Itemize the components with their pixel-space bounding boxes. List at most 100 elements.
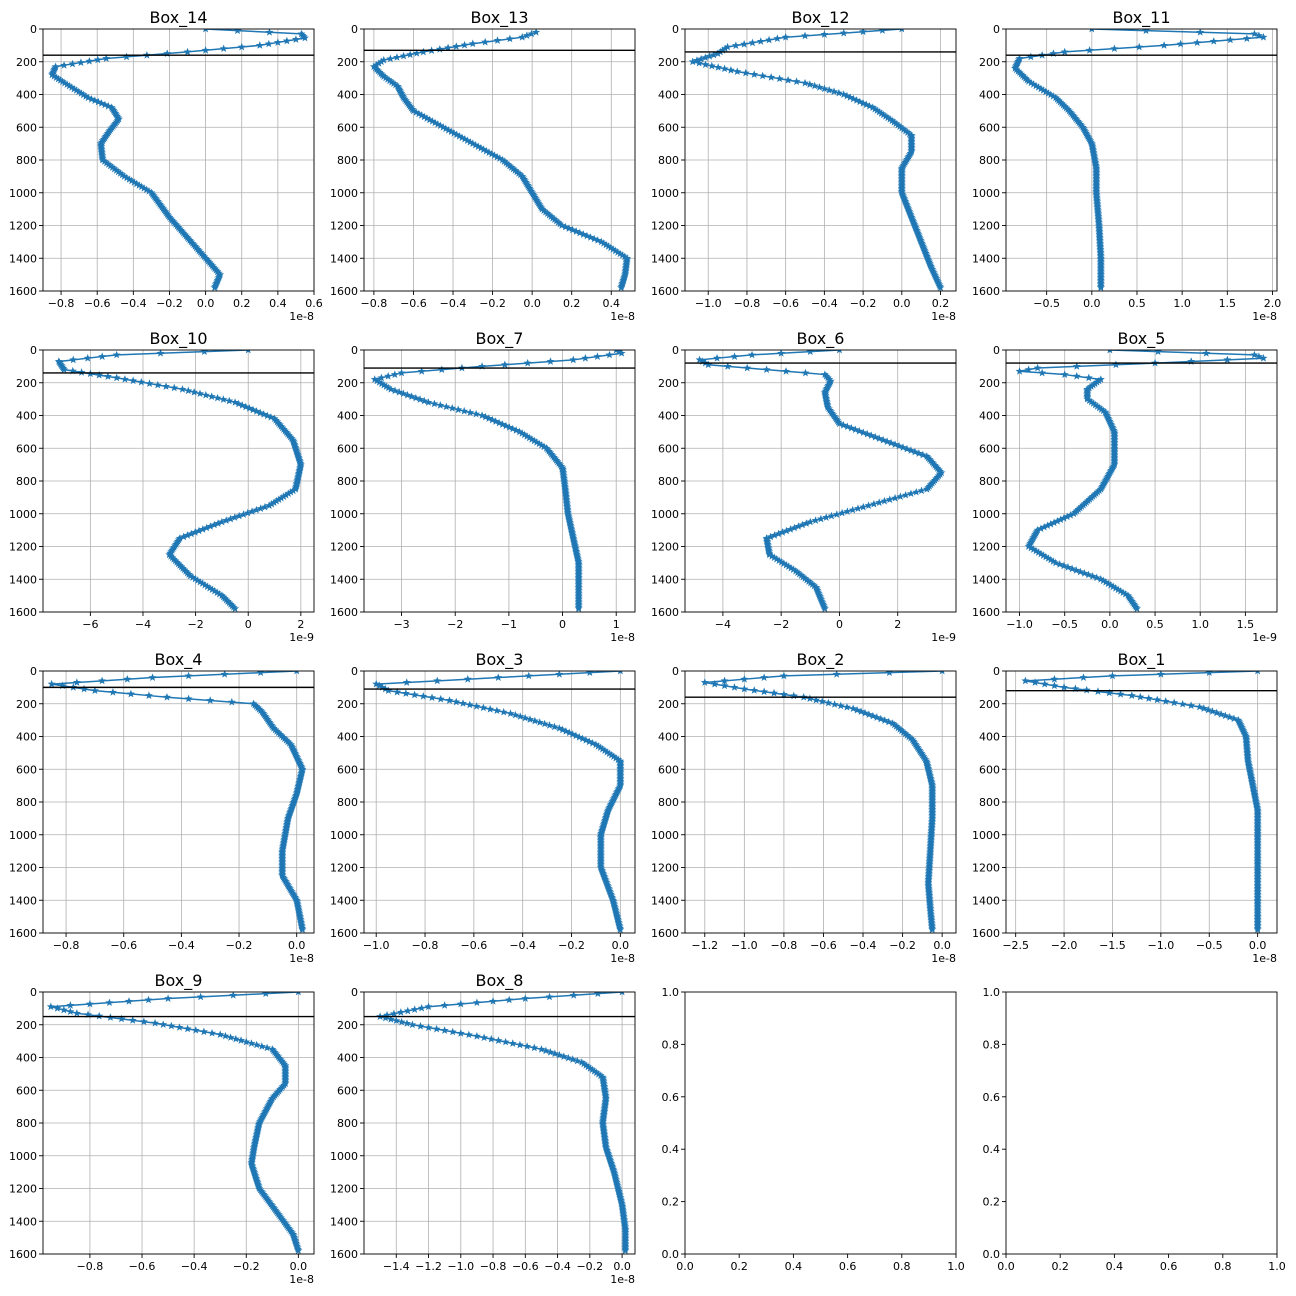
data-point-star: [1093, 487, 1102, 496]
data-point-star: [521, 178, 530, 186]
y-tick-label: 1400: [651, 252, 679, 265]
data-point-star: [165, 550, 174, 559]
data-point-star: [855, 97, 864, 106]
data-point-star: [191, 528, 200, 536]
data-point-star: [210, 586, 219, 595]
data-point-star: [748, 38, 757, 47]
data-point-star: [120, 375, 129, 383]
data-point-star: [273, 417, 282, 426]
data-point-star: [823, 373, 832, 382]
data-point-star: [171, 541, 180, 550]
data-point-star: [843, 422, 852, 431]
x-tick-label: −0.6: [810, 939, 837, 952]
data-point-star: [406, 50, 415, 59]
data-point-star: [501, 421, 510, 430]
data-point-star: [1095, 486, 1104, 495]
data-point-star: [1080, 499, 1089, 508]
data-point-star: [849, 94, 858, 103]
data-point-star: [897, 726, 906, 735]
data-point-star: [527, 435, 536, 443]
subplot-4: −6 −4 −2 0 202004006008001000120014001600Box…: [9, 329, 315, 644]
y-tick-label: 0: [351, 23, 358, 36]
y-tick-label: 0: [30, 344, 37, 357]
data-point-star: [76, 58, 85, 66]
data-point-star: [194, 526, 203, 535]
y-tick-label: 1400: [330, 894, 358, 907]
data-point-star: [406, 102, 415, 110]
data-point-star: [1072, 362, 1081, 370]
data-point-star: [1034, 83, 1043, 91]
data-point-star: [178, 564, 187, 572]
data-point-star: [579, 230, 588, 238]
data-point-star: [1023, 75, 1032, 84]
y-tick-label: 1400: [9, 1215, 37, 1228]
y-tick-label: 600: [337, 1084, 358, 1097]
data-point-star: [822, 372, 831, 380]
x-tick-label: −2.5: [1002, 939, 1029, 952]
data-point-star: [1087, 382, 1096, 390]
y-tick-label: 1600: [972, 285, 1000, 298]
data-point-star: [77, 89, 86, 97]
data-point-star: [899, 161, 908, 169]
y-tick-label: 800: [16, 475, 37, 488]
data-point-star: [700, 678, 709, 686]
data-point-star: [934, 465, 943, 474]
data-point-star: [444, 126, 453, 134]
x-tick-label: −0.2: [233, 1260, 260, 1273]
data-point-star: [105, 126, 114, 134]
data-point-star: [1026, 52, 1035, 61]
data-point-star: [203, 29, 209, 33]
data-point-star: [433, 120, 442, 128]
subplot-title: Box_3: [476, 650, 524, 670]
data-point-star: [584, 1062, 593, 1071]
data-point-star: [278, 423, 287, 432]
y-tick-label: 1200: [651, 862, 679, 875]
data-point-star: [909, 737, 918, 745]
data-point-star: [756, 37, 765, 45]
data-point-star: [416, 1021, 425, 1030]
data-point-star: [914, 744, 923, 753]
y-tick-label: 200: [337, 377, 358, 390]
data-point-star: [1097, 405, 1106, 413]
data-point-star: [865, 101, 874, 110]
x-scale-offset-label: 1e-8: [610, 952, 635, 965]
data-point-star: [468, 39, 477, 48]
data-point-star: [914, 449, 923, 457]
data-point-star: [97, 137, 106, 146]
y-tick-label: 600: [337, 442, 358, 455]
data-point-star: [152, 195, 161, 204]
data-point-star: [162, 208, 171, 217]
y-tick-label: 200: [16, 1019, 37, 1032]
y-tick-label: 1000: [651, 187, 679, 200]
x-tick-label: 0.2: [233, 297, 251, 310]
data-point-star: [861, 708, 869, 717]
data-point-star: [375, 68, 384, 76]
data-point-star: [888, 719, 897, 727]
data-point-star: [581, 353, 590, 362]
y-tick-label: 0.2: [983, 1196, 1001, 1209]
data-point-star: [1043, 521, 1052, 530]
data-point-star: [84, 93, 93, 102]
x-tick-label: 0.0: [1083, 297, 1101, 310]
data-point-star: [824, 404, 833, 413]
x-tick-label: −0.4: [509, 939, 536, 952]
data-point-star: [484, 148, 493, 156]
data-point-star: [1029, 545, 1038, 553]
data-point-star: [101, 132, 110, 140]
data-point-star: [825, 86, 834, 94]
data-point-star: [593, 992, 602, 998]
data-point-star: [540, 719, 549, 728]
data-point-star: [714, 63, 723, 71]
data-point-star: [899, 728, 908, 736]
x-tick-label: 0.2: [1051, 1260, 1069, 1273]
data-point-star: [1099, 576, 1108, 585]
y-tick-label: 200: [979, 698, 1000, 711]
data-point-star: [419, 47, 428, 56]
data-point-star: [1242, 34, 1251, 42]
data-point-star: [72, 1009, 81, 1017]
x-tick-label: 2: [894, 618, 901, 631]
data-point-star: [219, 395, 228, 403]
data-point-star: [556, 460, 565, 469]
y-tick-label: 200: [658, 377, 679, 390]
